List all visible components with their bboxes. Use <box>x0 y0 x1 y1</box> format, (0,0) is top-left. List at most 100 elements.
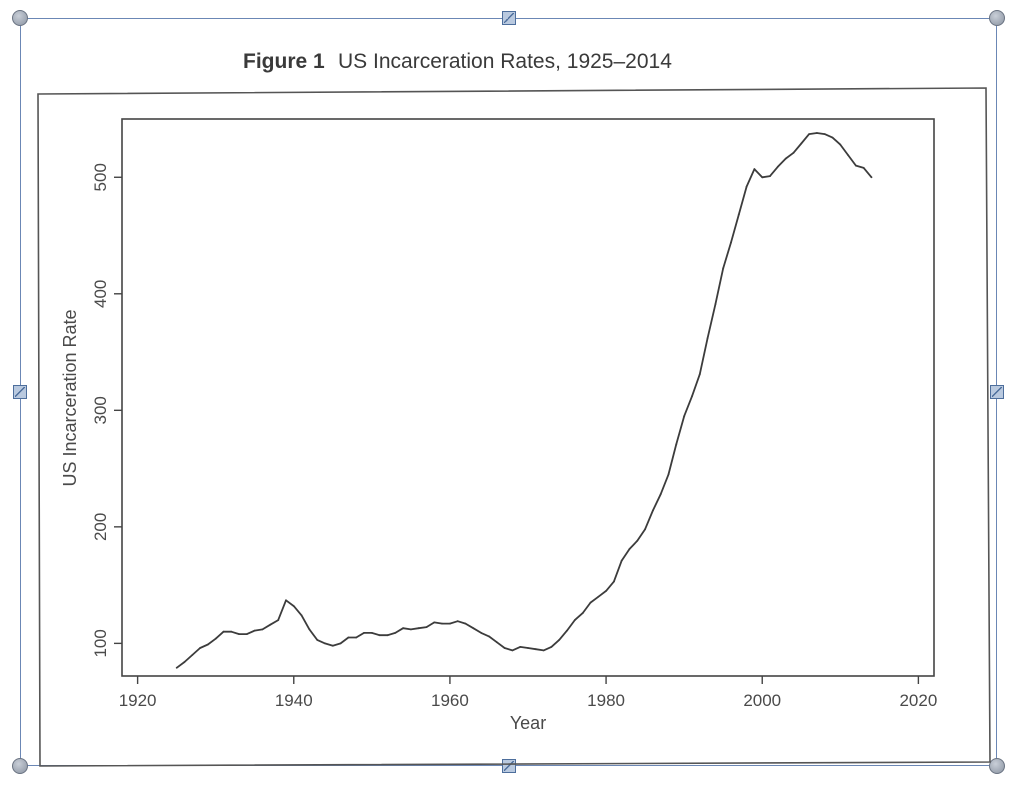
data-point <box>394 632 397 634</box>
data-point <box>855 164 857 167</box>
data-point <box>589 601 592 604</box>
x-tick-label: 2000 <box>743 691 781 710</box>
data-point <box>238 633 241 635</box>
resize-handle-bottom-icon[interactable] <box>502 759 516 773</box>
data-point <box>839 143 842 146</box>
data-point <box>230 630 233 633</box>
data-point <box>511 649 514 652</box>
data-point <box>761 176 764 179</box>
data-point <box>581 612 584 614</box>
data-point <box>698 373 701 376</box>
outer-border <box>37 87 991 767</box>
resize-handle-right-icon[interactable] <box>990 385 1004 399</box>
data-point <box>620 559 623 562</box>
data-point <box>402 627 404 630</box>
data-point <box>480 632 483 634</box>
series-points <box>175 132 873 669</box>
data-point <box>573 619 576 621</box>
data-point <box>808 133 810 136</box>
data-point <box>191 654 194 656</box>
chart-title: US Incarceration Rates, 1925–2014 <box>338 50 672 73</box>
resize-handle-top-icon[interactable] <box>502 11 516 25</box>
data-point <box>339 642 342 645</box>
data-point <box>472 627 475 630</box>
data-point <box>441 622 443 625</box>
data-point <box>753 168 756 171</box>
data-point <box>269 623 272 626</box>
y-axis: 100 200 300 400 500 <box>91 163 122 658</box>
data-point <box>308 628 311 631</box>
resize-handle-bottom-left-icon[interactable] <box>12 758 28 774</box>
resize-handle-left-icon[interactable] <box>13 385 27 399</box>
x-tick-label: 1940 <box>275 691 313 710</box>
data-point <box>316 639 319 641</box>
data-point <box>784 157 787 160</box>
data-point <box>542 649 545 652</box>
data-point <box>503 647 506 649</box>
data-point <box>652 509 654 512</box>
data-point <box>714 303 717 306</box>
data-point <box>769 175 771 178</box>
data-point <box>745 185 748 188</box>
data-point <box>386 634 389 637</box>
data-point <box>613 580 615 583</box>
y-tick-label: 500 <box>91 163 110 191</box>
data-point <box>870 176 873 179</box>
data-point <box>550 646 553 648</box>
data-point <box>519 646 522 648</box>
data-point <box>222 630 225 633</box>
x-tick-label: 1980 <box>587 691 625 710</box>
data-point <box>378 634 381 637</box>
x-tick-label: 1920 <box>119 691 157 710</box>
data-point <box>410 628 412 631</box>
series-line-incarceration-rate <box>176 132 873 669</box>
data-point <box>667 473 670 476</box>
data-point <box>675 443 678 445</box>
x-tick-label: 1960 <box>431 691 469 710</box>
resize-handle-top-left-icon[interactable] <box>12 10 28 26</box>
x-axis: 1920 1940 1960 1980 2000 2020 <box>119 676 937 710</box>
data-point <box>527 647 529 649</box>
data-point <box>425 626 428 628</box>
data-point <box>175 666 178 669</box>
data-point <box>246 633 248 635</box>
data-point <box>831 136 834 139</box>
y-tick-label: 200 <box>91 513 110 541</box>
data-point <box>347 636 350 639</box>
data-point <box>183 661 186 663</box>
data-point <box>199 647 202 649</box>
data-point <box>628 548 631 550</box>
data-point <box>207 643 209 646</box>
data-point <box>722 267 725 270</box>
resize-handle-bottom-right-icon[interactable] <box>989 758 1005 774</box>
data-point <box>331 644 334 647</box>
x-tick-label: 2020 <box>899 691 937 710</box>
data-point <box>776 165 779 168</box>
y-tick-label: 300 <box>91 396 110 424</box>
data-point <box>730 241 732 244</box>
data-point <box>816 132 818 134</box>
data-point <box>261 628 264 631</box>
data-point <box>253 629 256 632</box>
x-axis-label: Year <box>510 713 546 733</box>
data-point <box>370 632 373 634</box>
data-point <box>285 599 287 602</box>
data-point <box>355 636 358 639</box>
y-tick-label: 100 <box>91 629 110 657</box>
y-axis-label: US Incarceration Rate <box>60 309 80 486</box>
resize-handle-top-right-icon[interactable] <box>989 10 1005 26</box>
data-point <box>433 621 436 624</box>
data-point <box>862 167 865 169</box>
data-point <box>659 493 662 496</box>
data-point <box>792 151 795 154</box>
data-point <box>534 648 537 651</box>
data-point <box>644 528 646 531</box>
data-point <box>417 627 420 630</box>
plot-area <box>121 118 935 677</box>
data-point <box>737 213 740 216</box>
data-point <box>566 629 568 632</box>
data-point <box>706 337 709 339</box>
data-point <box>277 619 280 621</box>
data-point <box>449 622 451 625</box>
data-point <box>691 395 693 398</box>
